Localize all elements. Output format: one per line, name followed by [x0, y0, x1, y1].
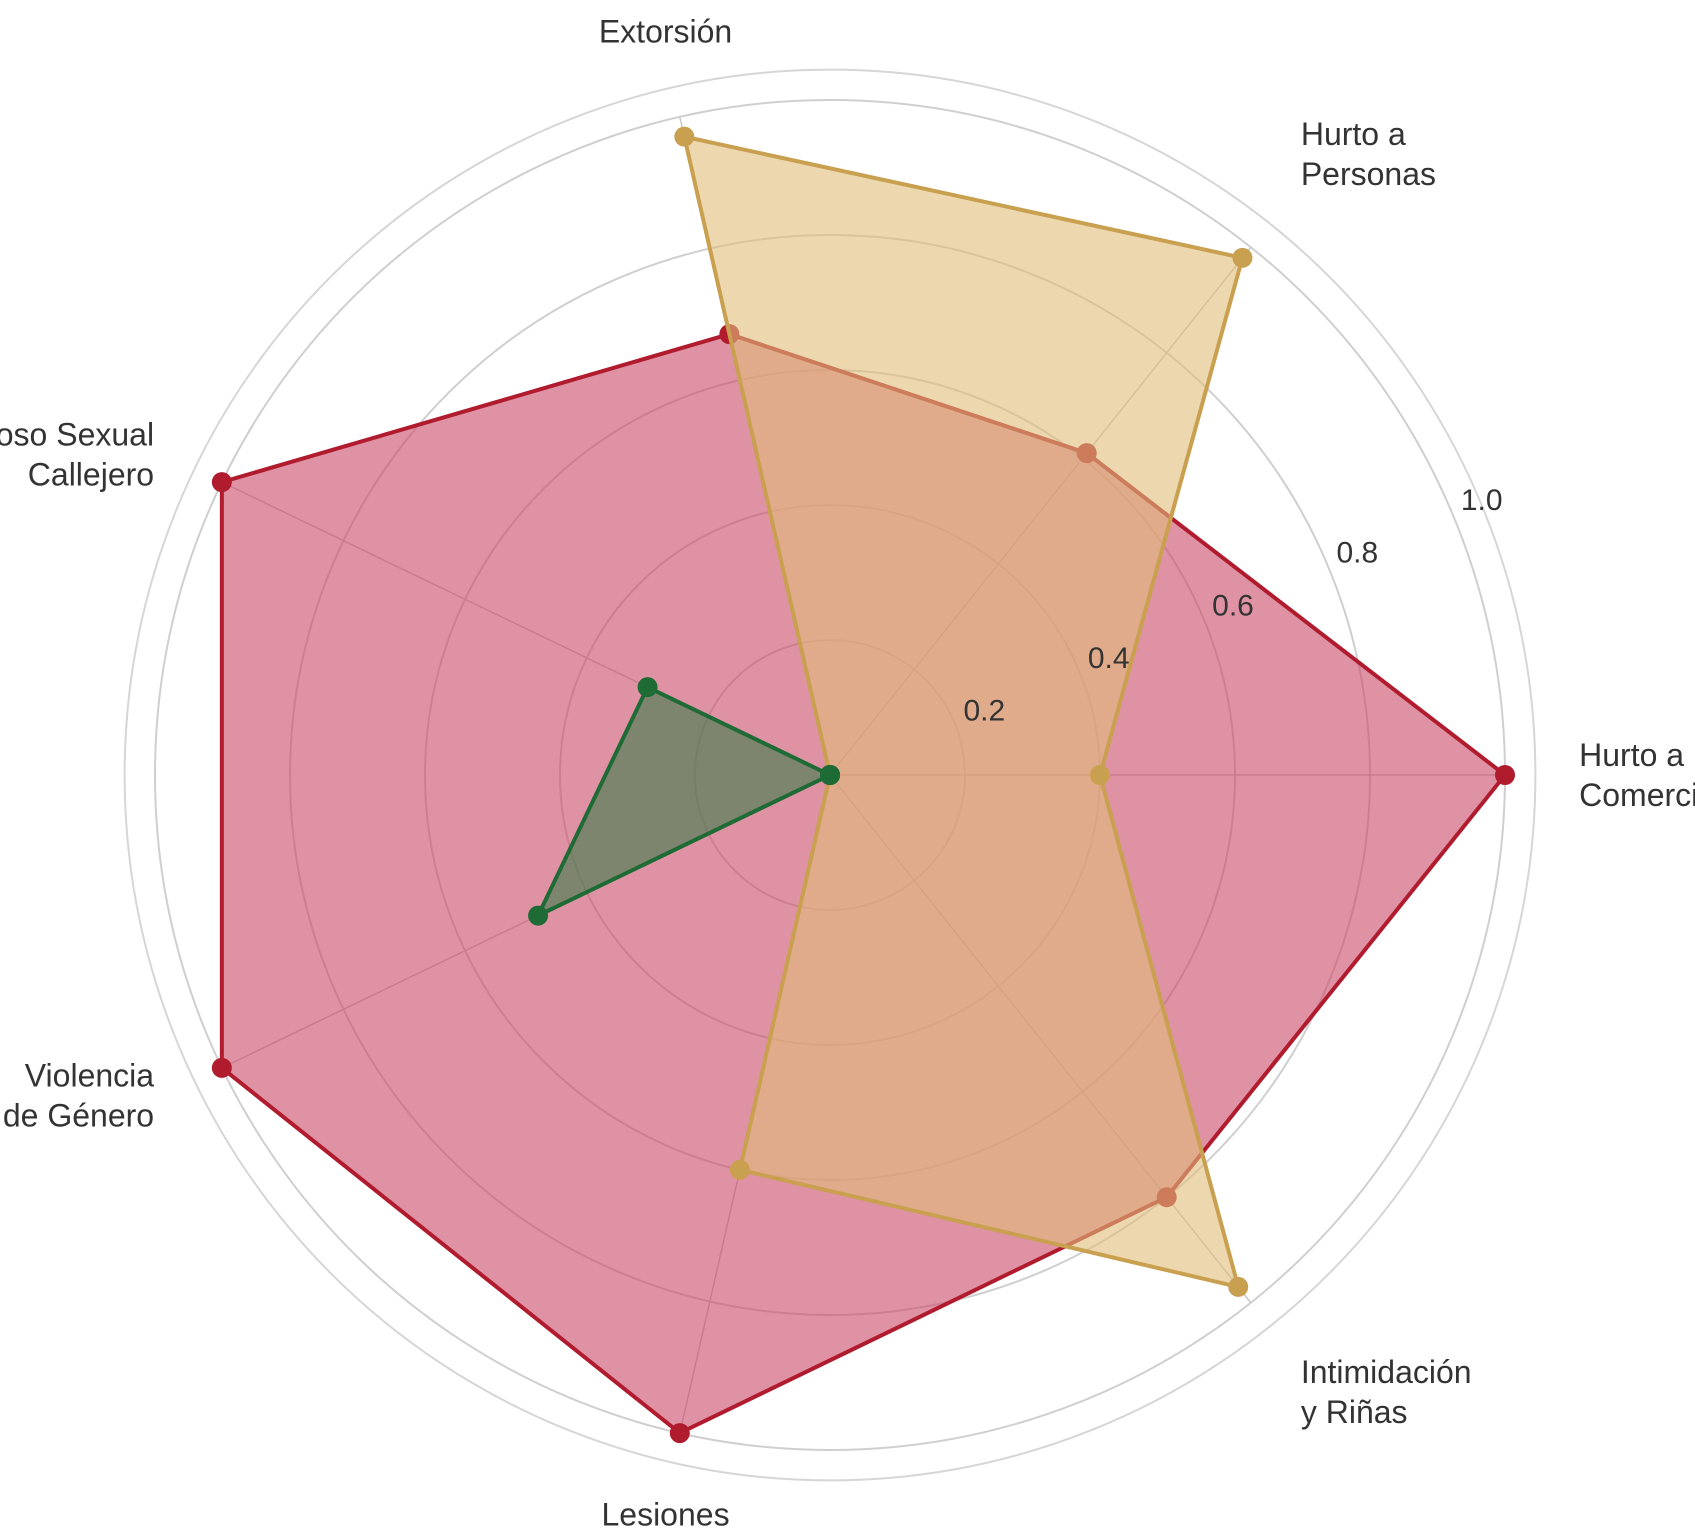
series-2-point-3 — [674, 126, 695, 147]
tick-label-2: 0.4 — [1088, 642, 1130, 675]
axis-label-violencia-de-genero-line-1: Violencia — [25, 1058, 154, 1094]
series-1-point-1 — [1495, 765, 1515, 785]
series-2-point-2 — [1232, 247, 1253, 268]
series-3-area — [533, 684, 835, 920]
axis-label-violencia-de-genero-line-2: de Género — [3, 1098, 154, 1134]
axis-label-lesiones-personales-line-1: Lesiones — [601, 1497, 729, 1533]
series-3-point-7 — [820, 765, 840, 785]
series-1-point-4 — [211, 472, 232, 493]
series-1-point-5 — [211, 1057, 232, 1078]
axis-label-hurto-a-comercio-line-2: Comercio — [1579, 777, 1695, 813]
axis-label-acoso-sexual-callejero-line-2: Callejero — [28, 456, 154, 492]
axis-label-hurto-a-comercio-line-1: Hurto a — [1579, 737, 1684, 773]
series-1-point-6 — [669, 1423, 690, 1444]
series-3-point-5 — [528, 905, 549, 926]
axis-label-hurto-a-personas-line-2: Personas — [1301, 156, 1436, 192]
axis-label-hurto-a-personas-line-1: Hurto a — [1301, 116, 1406, 152]
series-3-point-4 — [637, 677, 658, 698]
tick-layer: 0.2 0.4 0.6 0.8 1.0 — [963, 484, 1502, 727]
tick-label-5: 1.0 — [1461, 484, 1503, 517]
series-2-point-7 — [1228, 1276, 1249, 1297]
label-layer: Hurto a Comercio Hurto a Personas Extorsión A… — [0, 13, 1695, 1540]
tick-label-4: 0.8 — [1337, 537, 1379, 570]
axis-label-acoso-sexual-callejero-line-1: Acoso Sexual — [0, 416, 154, 452]
axis-label-lesiones-personales-line-2: Personales — [585, 1537, 745, 1540]
outer-boundary-ring — [123, 68, 1537, 1482]
tick-label-1: 0.2 — [963, 694, 1005, 727]
series-layer — [211, 126, 1515, 1444]
axis-label-intimidacion-y-rinas-line-2: y Riñas — [1301, 1394, 1408, 1430]
axis-label-extorsion-line-1: Extorsión — [599, 13, 732, 49]
axis-label-intimidacion-y-rinas-line-1: Intimidación — [1301, 1354, 1472, 1390]
tick-label-3: 0.6 — [1212, 589, 1254, 622]
series-2-point-6 — [729, 1159, 750, 1180]
series-2-point-1 — [1090, 765, 1110, 785]
